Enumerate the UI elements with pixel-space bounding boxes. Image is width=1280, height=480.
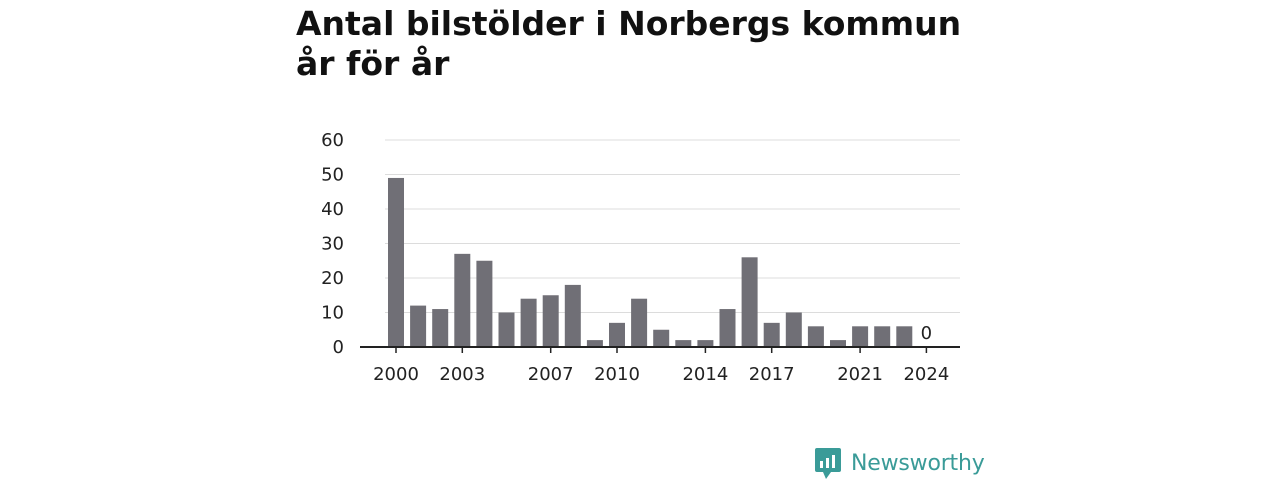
bar-2021 bbox=[852, 326, 869, 347]
x-tick-label: 2007 bbox=[528, 364, 574, 385]
y-tick-label: 20 bbox=[321, 268, 344, 289]
brand-logo: Newsworthy bbox=[815, 446, 985, 480]
bar-2017 bbox=[763, 322, 780, 347]
bar-2003 bbox=[454, 253, 471, 347]
bar-2012 bbox=[653, 329, 670, 347]
bar-2016 bbox=[741, 257, 758, 347]
x-tick-label: 2010 bbox=[594, 364, 640, 385]
bar-2004 bbox=[476, 260, 493, 347]
bar-2020 bbox=[830, 340, 846, 347]
x-tick-label: 2021 bbox=[837, 364, 883, 385]
bar-2013 bbox=[675, 340, 692, 347]
bar-2011 bbox=[631, 298, 648, 347]
brand-name: Newsworthy bbox=[851, 450, 985, 476]
y-tick-label: 10 bbox=[321, 303, 344, 324]
bar-2006 bbox=[520, 298, 537, 347]
bar-2008 bbox=[564, 284, 581, 347]
chart-title: Antal bilstölder i Norbergs kommun år fö… bbox=[296, 4, 962, 83]
bar-2019 bbox=[807, 326, 824, 347]
bar-2015 bbox=[719, 309, 736, 347]
bar-2002 bbox=[432, 309, 449, 347]
y-axis-ticks: 0 10 20 30 40 50 60 bbox=[321, 130, 344, 358]
x-tick-label: 2017 bbox=[749, 364, 795, 385]
bar-2001 bbox=[410, 305, 427, 347]
bar-2023 bbox=[896, 326, 913, 347]
annotations: 0 bbox=[921, 323, 932, 344]
value-label-2024: 0 bbox=[921, 323, 932, 344]
y-tick-label: 60 bbox=[321, 130, 344, 151]
y-tick-label: 30 bbox=[321, 234, 344, 255]
x-tick-label: 2024 bbox=[903, 364, 949, 385]
bar-2014 bbox=[697, 340, 714, 347]
bars bbox=[388, 177, 913, 347]
bar-2000 bbox=[388, 177, 404, 347]
x-axis-ticks: 2000 2003 2007 2010 2014 2017 2021 2024 bbox=[373, 347, 949, 385]
bar-2018 bbox=[785, 312, 802, 347]
bar-2007 bbox=[542, 295, 559, 347]
bar-2022 bbox=[874, 326, 891, 347]
gridlines bbox=[385, 139, 960, 313]
y-tick-label: 50 bbox=[321, 165, 344, 186]
y-tick-label: 0 bbox=[333, 337, 344, 358]
x-tick-label: 2000 bbox=[373, 364, 419, 385]
bar-2009 bbox=[586, 340, 603, 347]
x-tick-label: 2003 bbox=[439, 364, 485, 385]
x-tick-label: 2014 bbox=[682, 364, 728, 385]
bar-2005 bbox=[498, 312, 515, 347]
bar-2010 bbox=[609, 322, 625, 347]
y-tick-label: 40 bbox=[321, 199, 344, 220]
newsworthy-logo-icon bbox=[815, 448, 841, 479]
